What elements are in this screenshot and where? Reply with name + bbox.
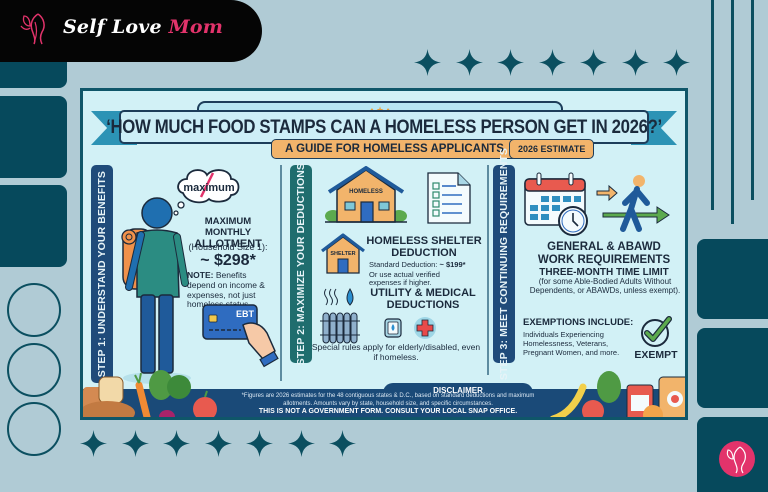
- brand-name-mom: Mom: [168, 16, 224, 38]
- star-icon: [497, 49, 524, 76]
- exemptions-heading: EXEMPTIONS INCLUDE:: [523, 317, 634, 328]
- utility-medical-heading: UTILITY & MEDICAL DEDUCTIONS: [361, 287, 485, 312]
- time-limit-heading: THREE-MONTH TIME LIMIT: [539, 267, 669, 278]
- deco-circle-2: [7, 343, 61, 397]
- deco-line-3: [751, 0, 754, 200]
- walking-person-arrows-icon: [596, 175, 670, 232]
- exemptions-text: Individuals Experiencing Homelessness, V…: [523, 330, 620, 357]
- homeless-house-icon: [325, 166, 407, 223]
- logo-badge-icon[interactable]: [718, 440, 756, 478]
- logo-banner[interactable]: Self Love Mom: [0, 0, 262, 62]
- disclaimer-body: *Figures are 2026 estimates for the 48 c…: [241, 393, 535, 407]
- work-requirements-heading: GENERAL & ABAWD WORK REQUIREMENTS: [519, 241, 685, 267]
- star-icon: [246, 430, 273, 457]
- shelter-heading-line1: HOMELESS SHELTER: [366, 235, 482, 247]
- poster-title: ‘HOW MUCH FOOD STAMPS CAN A HOMELESS PER…: [106, 115, 662, 138]
- note-label: NOTE:: [187, 270, 214, 280]
- standard-deduction-label: Standard Deduction:: [369, 260, 438, 269]
- step3-tab: STEP 3: MEET CONTINUING REQUIREMENTS: [493, 148, 515, 380]
- brand-name-self-love: Self Love: [63, 16, 162, 38]
- deco-stars-bottom: [80, 430, 356, 457]
- checkmark-icon: [641, 316, 672, 347]
- deco-circle-3: [7, 402, 61, 456]
- estimate-badge: 2026 ESTIMATE: [509, 139, 595, 159]
- thought-bubble-text: maximum: [183, 182, 235, 194]
- step1-tab: STEP 1: UNDERSTAND YOUR BENEFITS: [91, 165, 113, 383]
- star-icon: [287, 430, 315, 457]
- homeless-person-backpack-icon: [121, 197, 191, 384]
- standard-deduction-value: ~ $199*: [439, 260, 466, 269]
- brand-name: Self Love Mom: [63, 16, 223, 38]
- work-heading-line2: WORK REQUIREMENTS: [537, 253, 671, 266]
- subtitle-pill: A GUIDE FOR HOMELESS APPLICANTS: [271, 139, 518, 159]
- star-icon: [163, 430, 190, 457]
- exempt-label: EXEMPT: [634, 349, 678, 361]
- star-icon: [414, 49, 441, 76]
- star-icon: [663, 49, 690, 76]
- water-meter-icon: [384, 318, 402, 338]
- shelter-deduction-heading: HOMELESS SHELTER DEDUCTION: [365, 235, 483, 260]
- utility-heading-line1: UTILITY & MEDICAL: [370, 287, 476, 299]
- deco-stars-top: [414, 49, 690, 76]
- woman-flower-logo-icon: [20, 13, 45, 45]
- shelter-alt-text: Or use actual verified expenses if highe…: [369, 270, 440, 288]
- shelter-house-icon: [321, 233, 365, 274]
- max-allotment-heading-line2: ALLOTMENT: [194, 238, 262, 251]
- star-icon: [121, 430, 149, 457]
- ebt-card-label: EBT: [236, 309, 254, 319]
- deco-circle-1: [7, 283, 61, 337]
- star-icon: [580, 49, 607, 76]
- disclaimer-warning: THIS IS NOT A GOVERNMENT FORM. CONSULT Y…: [258, 408, 518, 415]
- thought-bubble-icon: [173, 169, 240, 216]
- medical-cross-icon: [414, 317, 436, 339]
- deco-block-left-3: [0, 185, 67, 267]
- star-icon: [621, 49, 649, 76]
- deco-line-2: [731, 0, 734, 224]
- disclaimer-label: DISCLAIMER: [383, 383, 533, 397]
- deco-line-1: [711, 0, 714, 210]
- household-size: (Household Size 1):: [188, 242, 268, 252]
- infographic-poster: • ★ • ‘HOW MUCH FOOD STAMPS CAN A HOMELE…: [80, 88, 688, 420]
- max-allotment-heading: MAXIMUM MONTHLY ALLOTMENT: [183, 216, 273, 251]
- max-allotment-amount: ~ $298*: [200, 252, 256, 269]
- disclaimer-text: *Figures are 2026 estimates for the 48 c…: [233, 393, 543, 417]
- calendar-clock-icon: [524, 172, 588, 236]
- star-icon: [329, 430, 356, 457]
- checklist-document-icon: [427, 172, 471, 224]
- star-icon: [538, 49, 566, 76]
- step2-tab-label: STEP 2: MAXIMIZE YOUR DEDUCTIONS: [295, 162, 307, 366]
- step1-tab-label: STEP 1: UNDERSTAND YOUR BENEFITS: [96, 170, 108, 378]
- star-icon: [455, 49, 483, 76]
- standard-deduction: Standard Deduction: ~ $199*: [369, 260, 489, 269]
- deco-block-right-1: [697, 239, 768, 319]
- time-limit-note: (for some Able-Bodied Adults Without Dep…: [529, 277, 681, 295]
- radiator-heating-icon: [320, 288, 360, 344]
- step3-tab-label: STEP 3: MEET CONTINUING REQUIREMENTS: [498, 147, 510, 381]
- star-icon: [80, 430, 107, 457]
- ebt-card-hand-icon: [202, 304, 279, 368]
- column-divider-2: [487, 165, 489, 375]
- produce-right-icon: [550, 371, 685, 417]
- homeless-house-label: HOMELESS: [349, 189, 383, 195]
- deco-block-left-2: [0, 96, 67, 178]
- column-divider-1: [280, 165, 282, 381]
- work-heading-line1: GENERAL & ABAWD: [547, 241, 661, 253]
- deco-block-left-1: [0, 62, 67, 88]
- shelter-label: SHELTER: [330, 251, 356, 257]
- utility-note: Special rules apply for elderly/disabled…: [311, 342, 481, 362]
- utility-heading-line2: DEDUCTIONS: [386, 299, 460, 312]
- max-allotment-heading-line1: MAXIMUM MONTHLY: [204, 216, 252, 238]
- step2-tab: STEP 2: MAXIMIZE YOUR DEDUCTIONS: [290, 162, 312, 366]
- deco-block-right-2: [697, 328, 768, 408]
- star-icon: [204, 430, 232, 457]
- shelter-heading-line2: DEDUCTION: [391, 247, 457, 260]
- produce-left-icon: [83, 370, 217, 417]
